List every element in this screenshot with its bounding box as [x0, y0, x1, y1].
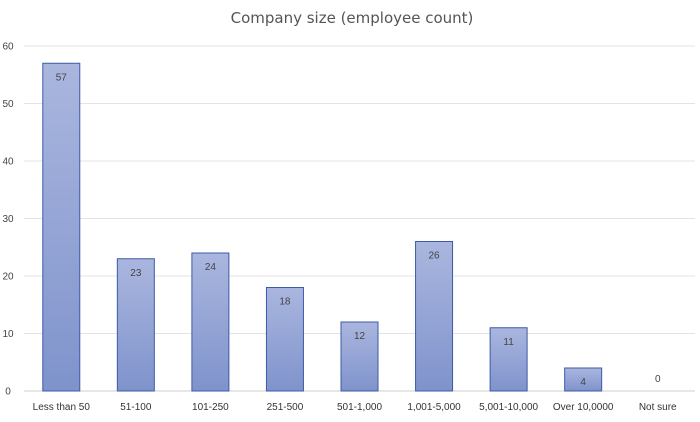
data-label: 18	[279, 297, 291, 308]
bar	[340, 321, 379, 392]
bar	[489, 327, 528, 392]
data-label: 26	[428, 251, 440, 262]
y-tick-label: 40	[2, 157, 14, 168]
bar	[415, 241, 454, 392]
bar	[564, 367, 603, 392]
x-tick-label: Over 10,0000	[553, 402, 614, 413]
y-tick-label: 20	[2, 272, 14, 283]
y-tick-label: 60	[2, 42, 14, 53]
x-tick-label: 5,001-10,000	[479, 402, 538, 413]
x-tick-label: 51-100	[120, 402, 152, 413]
y-tick-label: 50	[2, 99, 14, 110]
x-tick-label: 101-250	[192, 402, 229, 413]
data-label: 11	[503, 337, 514, 348]
x-axis-ticks: Less than 50 51-100 101-250 251-500 501-1,00…	[33, 402, 677, 413]
data-label: 57	[56, 72, 68, 83]
x-tick-label: 1,001-5,000	[407, 402, 461, 413]
chart-title: Company size (employee count)	[231, 9, 474, 27]
data-label: 12	[354, 331, 366, 342]
bar	[116, 258, 155, 392]
data-label: 24	[205, 262, 217, 273]
data-label: 0	[655, 374, 661, 385]
bar	[191, 252, 230, 392]
x-tick-label: Less than 50	[33, 402, 91, 413]
bar	[265, 287, 304, 392]
data-label: 23	[130, 268, 142, 279]
x-tick-label: 251-500	[267, 402, 304, 413]
data-label: 4	[580, 377, 586, 388]
bars	[42, 62, 603, 392]
y-tick-label: 30	[2, 214, 14, 225]
x-tick-label: Not sure	[639, 402, 677, 413]
data-labels: 57 23 24 18 12 26 11 4 0	[56, 72, 661, 388]
y-axis-ticks: 0 10 20 30 40 50 60	[2, 42, 14, 398]
y-tick-label: 0	[5, 387, 11, 398]
x-tick-label: 501-1,000	[337, 402, 382, 413]
y-tick-label: 10	[2, 329, 14, 340]
bar	[42, 62, 81, 392]
